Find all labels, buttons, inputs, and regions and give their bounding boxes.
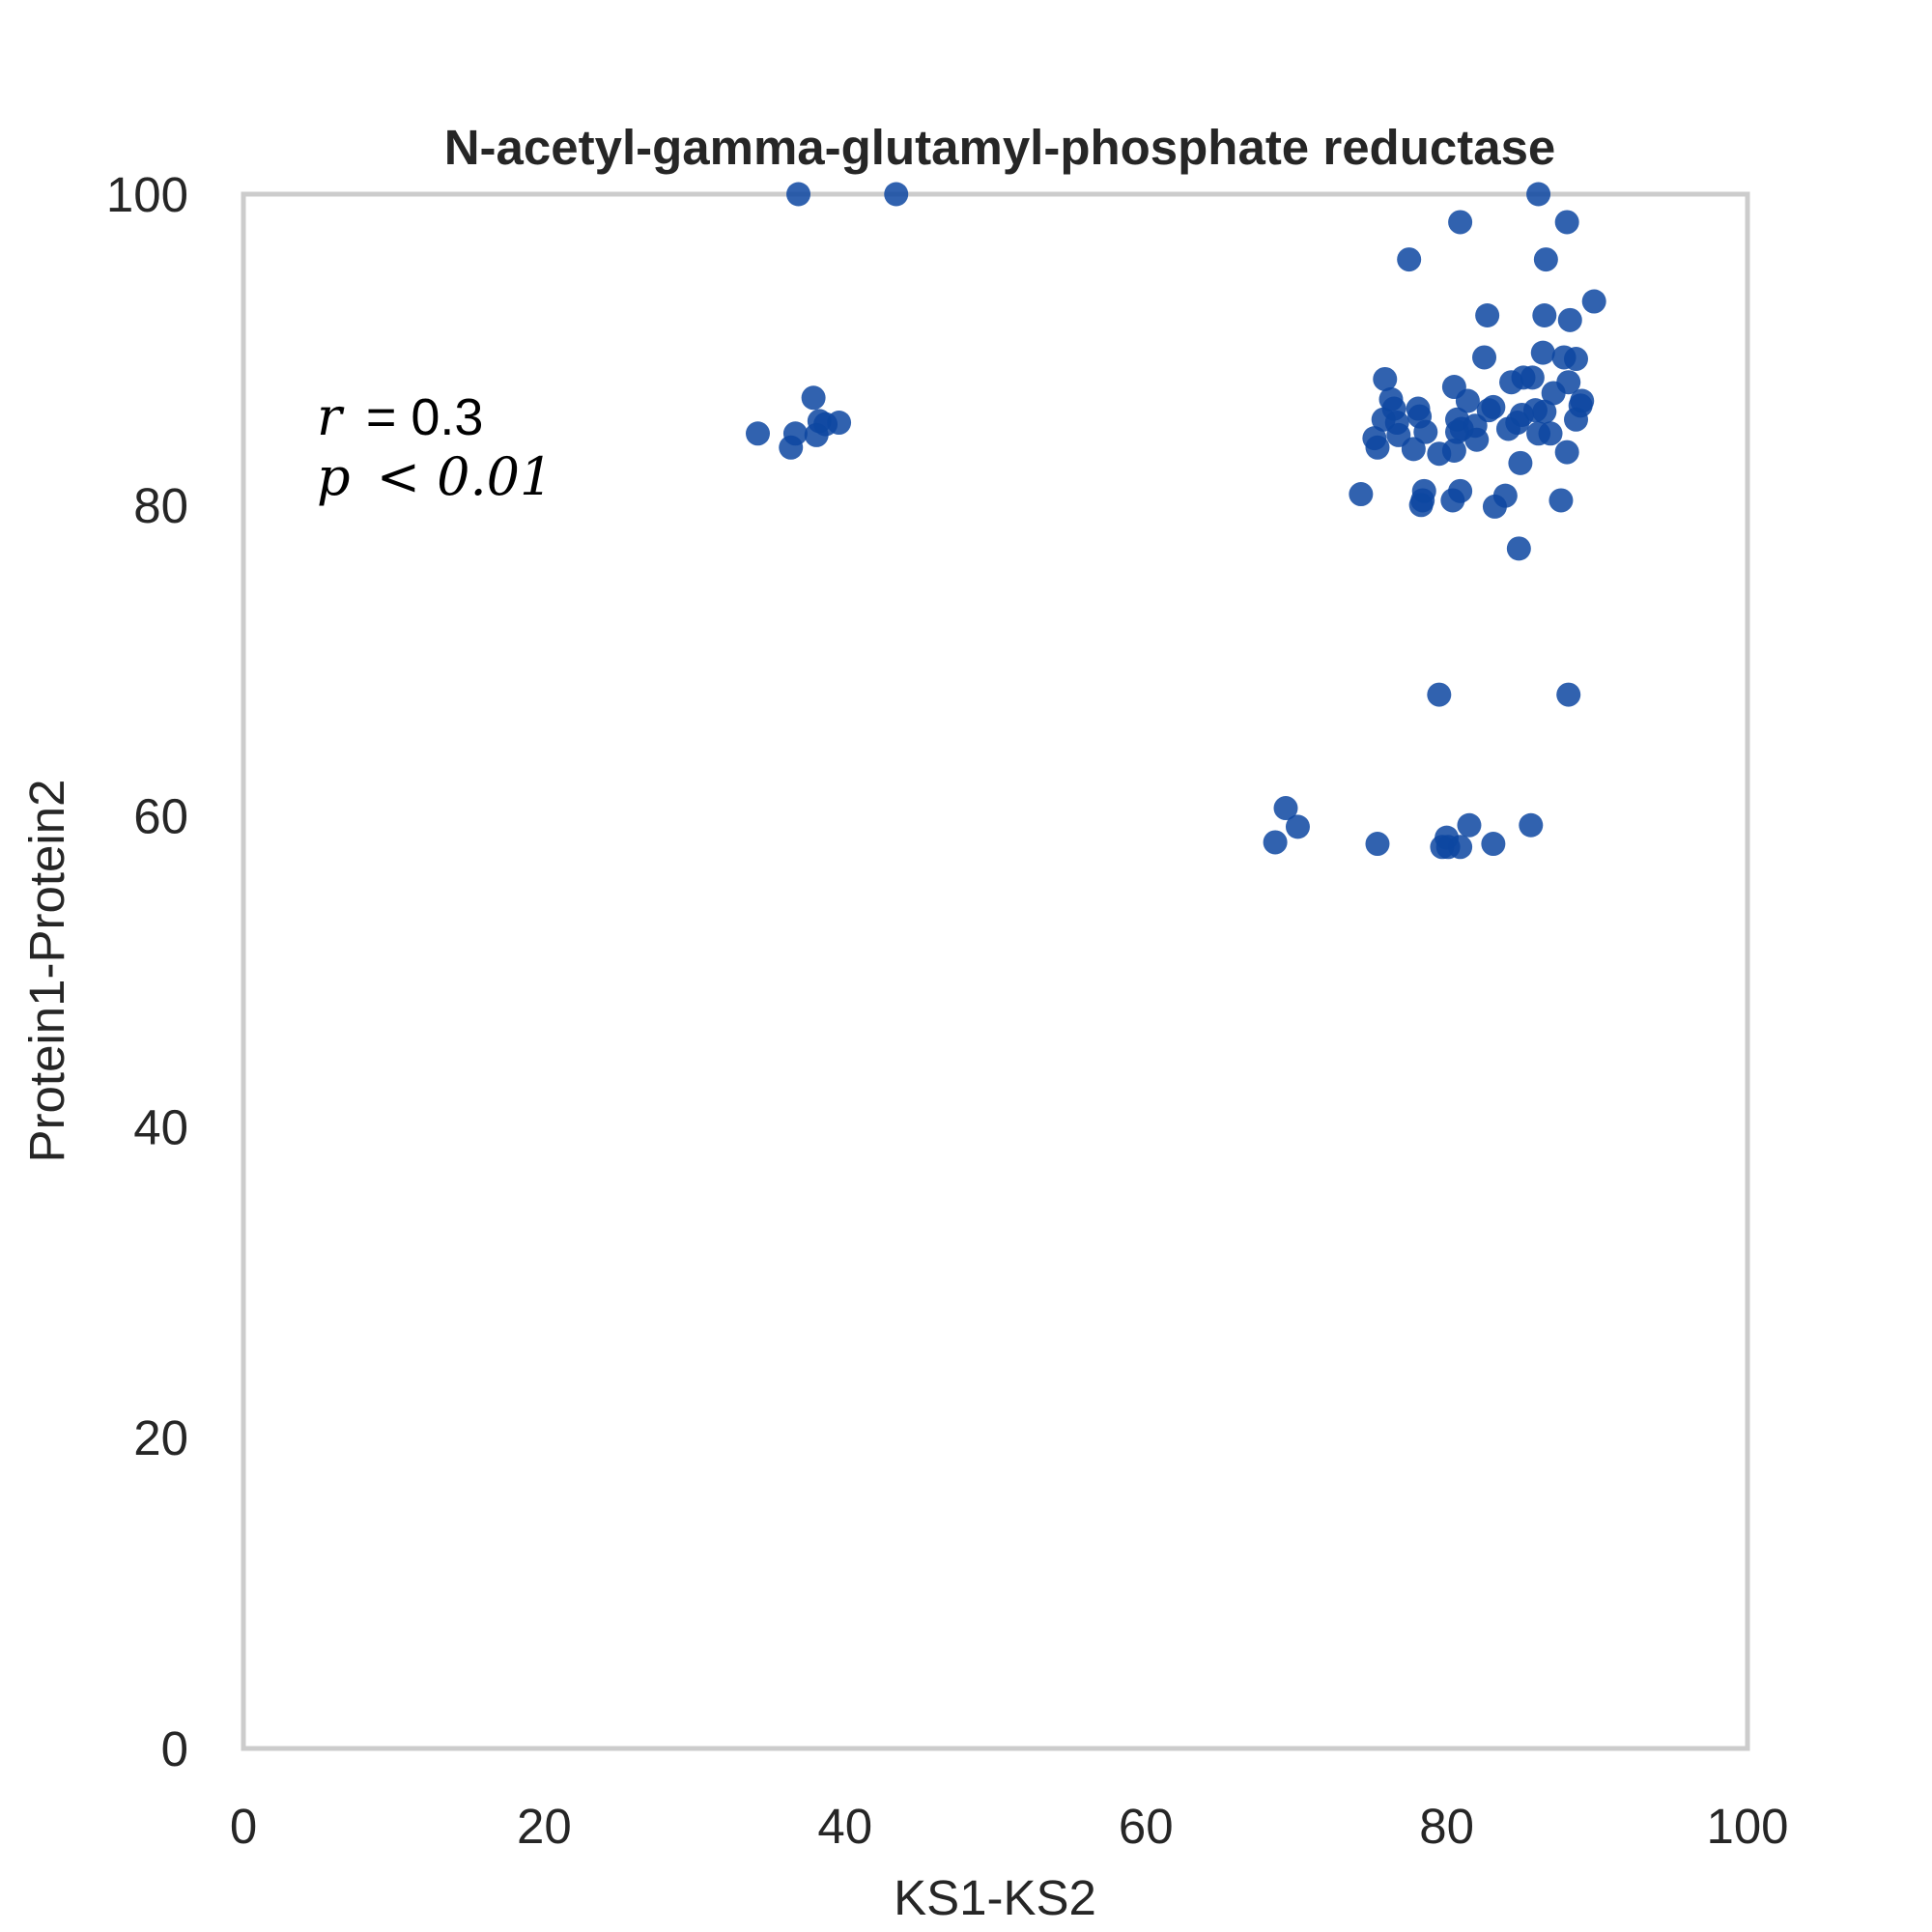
y-tick-label: 80 bbox=[133, 478, 188, 533]
data-point bbox=[1519, 812, 1544, 838]
data-point bbox=[1532, 303, 1557, 328]
data-point bbox=[1530, 340, 1555, 365]
data-point bbox=[1556, 682, 1581, 707]
data-point bbox=[1533, 247, 1558, 272]
data-point bbox=[804, 422, 829, 447]
data-point bbox=[1520, 365, 1545, 390]
data-point bbox=[1532, 399, 1557, 424]
data-point bbox=[1481, 832, 1506, 857]
data-point bbox=[1455, 388, 1480, 413]
y-tick-label: 100 bbox=[106, 167, 188, 222]
x-tick-label: 0 bbox=[230, 1799, 257, 1854]
y-tick-label: 40 bbox=[133, 1099, 188, 1154]
data-point bbox=[1401, 437, 1426, 462]
data-point bbox=[1506, 536, 1531, 561]
y-axis-ticks: 0 20 40 60 80 100 bbox=[106, 167, 188, 1776]
data-point bbox=[1581, 289, 1606, 314]
data-point bbox=[1273, 796, 1298, 821]
x-tick-label: 100 bbox=[1706, 1799, 1788, 1854]
data-point bbox=[1413, 419, 1438, 444]
data-point bbox=[1564, 347, 1589, 372]
x-tick-label: 60 bbox=[1119, 1799, 1174, 1854]
plot-area-frame bbox=[241, 191, 1750, 1751]
data-point bbox=[1564, 407, 1589, 432]
data-point bbox=[1476, 398, 1501, 423]
y-tick-label: 0 bbox=[161, 1721, 188, 1776]
data-point bbox=[1365, 435, 1390, 460]
data-point bbox=[1464, 427, 1490, 452]
y-axis-label: Protein1-Protein2 bbox=[19, 780, 74, 1163]
data-point bbox=[786, 182, 811, 207]
data-point bbox=[1472, 345, 1497, 370]
data-point bbox=[1427, 441, 1452, 467]
data-point bbox=[801, 385, 826, 411]
y-tick-label: 60 bbox=[133, 789, 188, 844]
p-value: 0.01 bbox=[437, 446, 553, 507]
data-point bbox=[1548, 488, 1574, 513]
data-point bbox=[884, 182, 909, 207]
data-point bbox=[1285, 814, 1310, 839]
x-tick-label: 80 bbox=[1419, 1799, 1474, 1854]
data-point bbox=[1373, 366, 1398, 391]
data-point bbox=[745, 421, 770, 446]
data-point bbox=[1448, 210, 1473, 235]
data-point bbox=[1427, 682, 1452, 707]
data-points bbox=[745, 182, 1606, 860]
data-point bbox=[1440, 488, 1465, 513]
x-axis-label: KS1-KS2 bbox=[894, 1870, 1096, 1925]
data-point bbox=[1365, 832, 1390, 857]
data-point bbox=[1482, 494, 1507, 519]
p-label: p bbox=[317, 446, 351, 507]
data-point bbox=[1397, 247, 1422, 272]
data-point bbox=[1448, 835, 1473, 860]
data-point bbox=[1408, 493, 1434, 518]
data-point bbox=[1508, 450, 1533, 475]
data-point bbox=[1526, 182, 1551, 207]
data-point bbox=[1554, 440, 1579, 465]
r-annotation: r = 0.3 bbox=[317, 386, 483, 447]
data-point bbox=[1263, 830, 1288, 855]
data-point bbox=[1475, 303, 1500, 328]
y-tick-label: 20 bbox=[133, 1410, 188, 1465]
data-point bbox=[1557, 307, 1582, 332]
data-point bbox=[1538, 421, 1563, 446]
data-point bbox=[1457, 812, 1482, 838]
data-point bbox=[1495, 416, 1520, 441]
data-point bbox=[1349, 482, 1374, 507]
correlation-annotation: r = 0.3 p < 0.01 bbox=[317, 386, 553, 507]
data-point bbox=[1444, 419, 1469, 444]
x-tick-label: 20 bbox=[517, 1799, 572, 1854]
p-annotation: p < 0.01 bbox=[317, 446, 553, 507]
data-point bbox=[1554, 210, 1579, 235]
chart-title: N-acetyl-gamma-glutamyl-phosphate reduct… bbox=[444, 120, 1556, 175]
r-label: r bbox=[317, 386, 345, 447]
x-axis-ticks: 0 20 40 60 80 100 bbox=[230, 1799, 1789, 1854]
x-tick-label: 40 bbox=[817, 1799, 872, 1854]
data-point bbox=[1541, 381, 1566, 406]
r-value: 0.3 bbox=[411, 388, 483, 446]
data-point bbox=[779, 435, 804, 460]
